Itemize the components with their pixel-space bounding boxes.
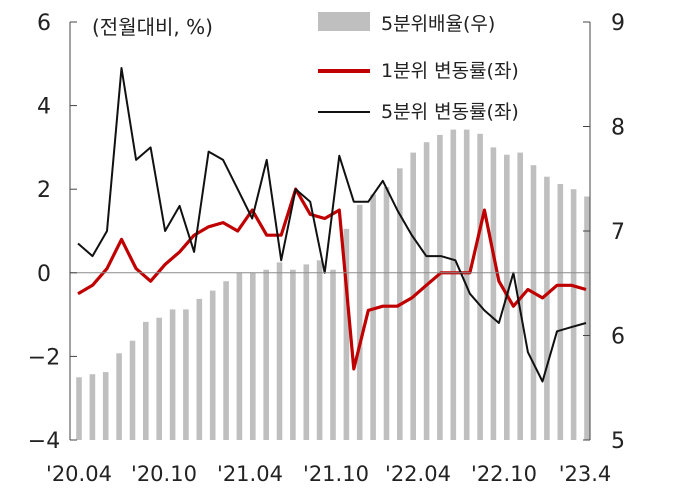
- left-tick-label: −2: [28, 345, 60, 370]
- ratio-bar: [544, 176, 550, 440]
- x-tick-label: '20.04: [46, 462, 112, 486]
- bar-series-ratio: [76, 129, 590, 441]
- left-tick-label: 2: [37, 178, 51, 203]
- x-tick-label: '23.4: [559, 462, 612, 486]
- right-tick-label: 7: [611, 220, 625, 245]
- ratio-bar: [169, 309, 176, 440]
- left-tick-label: −4: [28, 429, 60, 454]
- x-tick-label: '22.10: [471, 462, 537, 486]
- ratio-bar: [223, 281, 229, 440]
- ratio-bar: [129, 340, 136, 440]
- ratio-bar: [316, 260, 323, 440]
- legend-label-ratio: 5분위배율(우): [381, 13, 495, 35]
- ratio-bar: [76, 377, 82, 440]
- ratio-bar: [156, 317, 162, 440]
- ratio-bar: [383, 187, 390, 440]
- q5-change-line: [77, 67, 587, 383]
- ratio-bar: [250, 272, 256, 440]
- right-tick-label: 8: [611, 116, 625, 141]
- left-tick-label: 6: [37, 11, 51, 36]
- ratio-bar: [490, 147, 497, 440]
- x-tick-label: '22.04: [385, 462, 451, 486]
- ratio-bar: [570, 189, 577, 440]
- ratio-bar: [437, 134, 443, 440]
- right-tick-label: 5: [611, 429, 625, 454]
- ratio-bar: [183, 309, 189, 440]
- legend: 5분위배율(우) 1분위 변동률(좌) 5분위 변동률(좌): [318, 12, 519, 123]
- ratio-bar: [290, 269, 296, 440]
- ratio-bar: [89, 374, 96, 440]
- tick-labels-layer: −4 −2 0 2 4 6 5 6 7 8 9 '20.04 '20.10 '21.04 '21.10 '22…: [28, 11, 625, 486]
- ratio-bar: [370, 194, 376, 440]
- x-tick-label: '20.10: [131, 462, 197, 486]
- legend-label-q5: 5분위 변동률(좌): [381, 101, 519, 123]
- left-tick-label: 4: [37, 95, 51, 120]
- ratio-bar: [557, 184, 564, 440]
- legend-swatch-ratio: [318, 12, 370, 31]
- ratio-bar: [584, 196, 590, 440]
- axes-layer: [69, 21, 591, 441]
- ratio-bar: [263, 269, 269, 440]
- ratio-bar: [196, 298, 203, 440]
- ratio-bar: [343, 228, 350, 440]
- ratio-bar: [143, 321, 149, 440]
- legend-label-q1: 1분위 변동률(좌): [381, 60, 519, 82]
- unit-label: (전월대비, %): [92, 15, 213, 39]
- right-tick-label: 9: [611, 11, 625, 36]
- ratio-bar: [356, 204, 363, 440]
- ratio-bar: [116, 353, 122, 440]
- ratio-bar: [303, 264, 310, 440]
- ratio-bar: [236, 272, 243, 440]
- ratio-bar: [423, 142, 430, 440]
- ratio-bar: [450, 129, 457, 440]
- ratio-bar: [477, 133, 483, 441]
- left-tick-label: 0: [37, 262, 51, 287]
- right-tick-label: 6: [611, 325, 625, 350]
- ratio-bar: [209, 290, 216, 440]
- x-tick-label: '21.10: [303, 462, 369, 486]
- ratio-bar: [530, 165, 537, 440]
- ratio-bar: [330, 269, 336, 440]
- ratio-bar: [276, 262, 283, 440]
- x-tick-label: '21.04: [217, 462, 283, 486]
- ratio-bar: [102, 372, 109, 440]
- line-series-layer: [77, 67, 587, 383]
